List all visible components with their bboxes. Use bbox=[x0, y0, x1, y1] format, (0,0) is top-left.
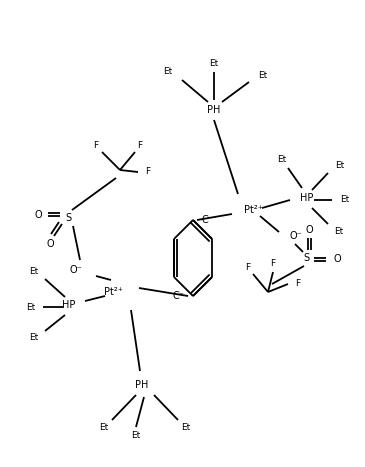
Text: Pt²⁺: Pt²⁺ bbox=[104, 287, 123, 297]
Text: PH: PH bbox=[135, 380, 149, 390]
Text: O: O bbox=[46, 239, 54, 249]
Text: PH: PH bbox=[207, 105, 221, 115]
Text: Et: Et bbox=[335, 162, 344, 170]
Text: O⁻: O⁻ bbox=[69, 265, 82, 275]
Text: C⁻: C⁻ bbox=[202, 215, 214, 225]
Text: F: F bbox=[295, 280, 300, 289]
Text: Et: Et bbox=[258, 71, 267, 79]
Text: Et: Et bbox=[29, 333, 38, 342]
Text: Et: Et bbox=[29, 268, 38, 276]
Text: O: O bbox=[305, 225, 313, 235]
Text: S: S bbox=[303, 253, 309, 263]
Text: Et: Et bbox=[99, 423, 109, 432]
Text: Et: Et bbox=[163, 68, 172, 77]
Text: F: F bbox=[145, 168, 150, 177]
Text: C⁻: C⁻ bbox=[172, 291, 184, 301]
Text: F: F bbox=[245, 262, 250, 271]
Text: Et: Et bbox=[277, 156, 287, 164]
Text: O⁻: O⁻ bbox=[290, 231, 303, 241]
Text: Et: Et bbox=[26, 303, 35, 311]
Text: Et: Et bbox=[334, 226, 343, 235]
Text: O: O bbox=[34, 210, 42, 220]
Text: Et: Et bbox=[210, 58, 219, 68]
Text: HP: HP bbox=[62, 300, 75, 310]
Text: Et: Et bbox=[340, 196, 349, 205]
Text: HP: HP bbox=[300, 193, 314, 203]
Text: F: F bbox=[138, 141, 143, 149]
Text: Pt²⁺: Pt²⁺ bbox=[244, 205, 263, 215]
Text: Et: Et bbox=[181, 423, 191, 432]
Text: S: S bbox=[65, 213, 71, 223]
Text: F: F bbox=[93, 141, 99, 149]
Text: Et: Et bbox=[131, 432, 141, 440]
Text: O: O bbox=[333, 254, 341, 264]
Text: F: F bbox=[270, 260, 276, 269]
